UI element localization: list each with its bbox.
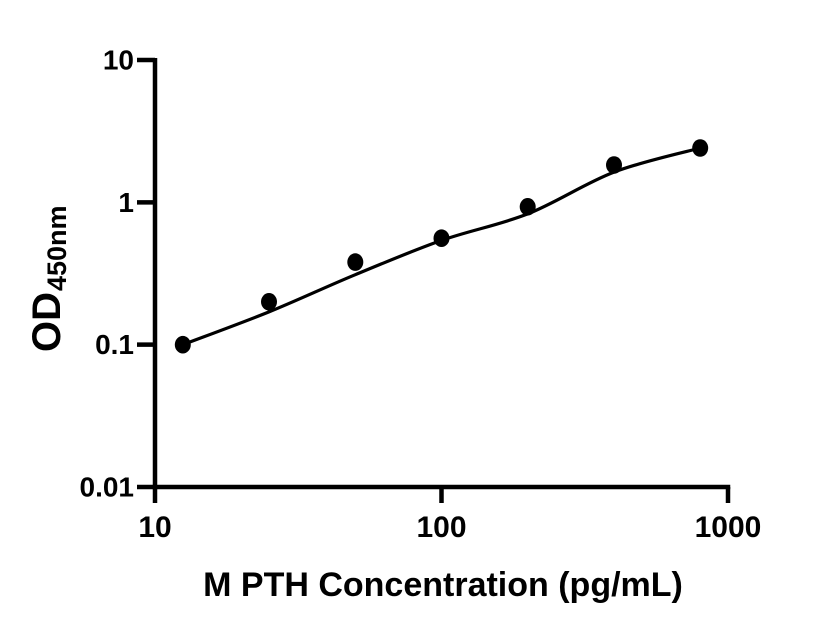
data-point-marker [692, 139, 709, 157]
data-point-marker [519, 198, 536, 216]
x-tick-label: 100 [416, 511, 466, 544]
y-tick-label: 0.01 [80, 472, 135, 503]
y-axis-title: OD450nm [25, 205, 72, 352]
x-tick-label: 10 [138, 511, 171, 544]
y-tick-label: 1 [118, 187, 134, 218]
x-axis-title: M PTH Concentration (pg/mL) [203, 566, 683, 604]
y-tick-label: 10 [103, 45, 134, 76]
data-point-marker [606, 156, 622, 174]
y-axis-title-main: OD [25, 292, 69, 352]
data-point-marker [433, 229, 450, 247]
y-tick-label: 0.1 [95, 329, 134, 360]
data-point-marker [261, 293, 277, 311]
x-tick-label: 1000 [695, 511, 762, 544]
data-point-marker [347, 253, 364, 271]
data-point-marker [174, 335, 191, 354]
y-axis-title-subscript: 450nm [42, 205, 72, 291]
plot-area: 0.01 0.1 1 10 10 100 1000 [80, 45, 762, 545]
